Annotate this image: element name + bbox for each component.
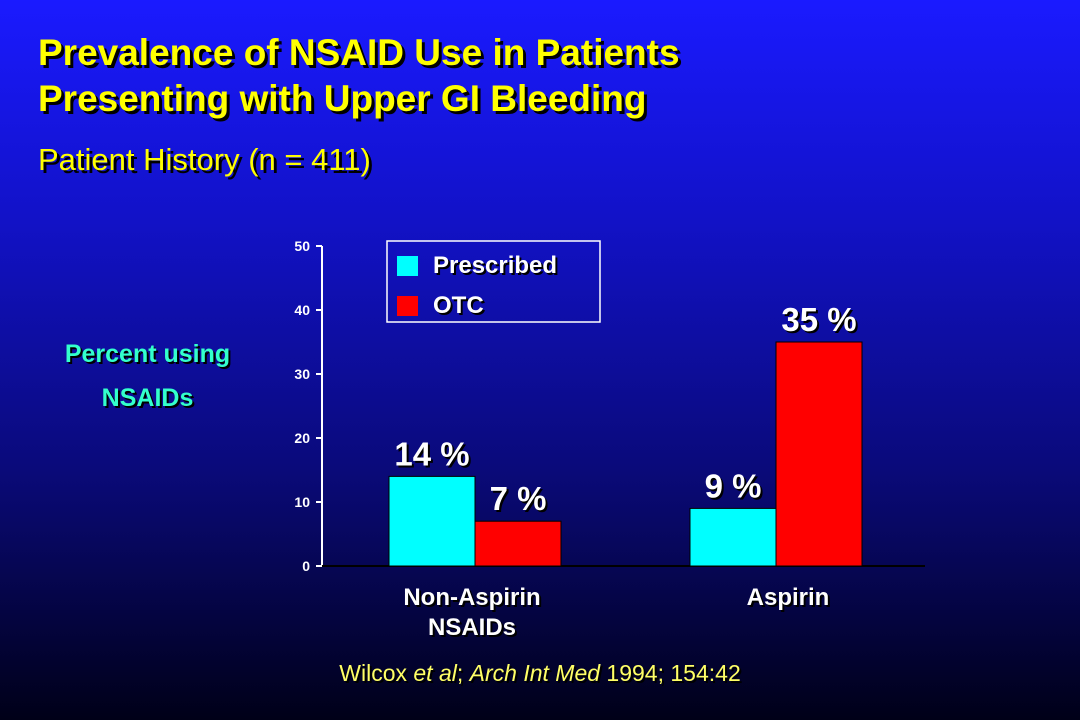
y-axis-label-line-1: Percent using — [64, 340, 231, 368]
y-tick-label: 30 — [294, 366, 310, 382]
data-label-shadow: 7 % — [492, 482, 549, 519]
data-label-shadow: 9 % — [707, 469, 764, 506]
chart-data-labels: 14 %14 %9 %9 %7 %7 %35 %35 % — [394, 301, 858, 519]
data-label: 7 % — [490, 480, 547, 517]
slide-title: Prevalence of NSAID Use in Patients Pres… — [38, 30, 680, 122]
legend-swatch — [397, 296, 418, 316]
citation: Wilcox et al; Arch Int Med 1994; 154:42 — [0, 660, 1080, 687]
bar — [775, 341, 863, 567]
legend-swatch — [397, 256, 418, 276]
citation-sep: ; — [456, 660, 470, 686]
category-label-aspirin: Aspirin — [668, 583, 908, 613]
y-tick-label: 50 — [294, 238, 310, 254]
chart-bars — [388, 341, 863, 567]
data-label-shadow: 35 % — [783, 303, 858, 340]
legend-label: OTC — [433, 292, 484, 319]
data-label: 35 % — [781, 301, 856, 338]
category-label-non-aspirin: Non-Aspirin NSAIDs — [352, 583, 592, 643]
title-line-1: Prevalence of NSAID Use in Patients — [38, 32, 680, 73]
citation-etal: et al — [413, 660, 457, 686]
category-label-line: Aspirin — [746, 584, 830, 611]
y-tick-label: 10 — [294, 494, 310, 510]
data-label: 9 % — [705, 467, 762, 504]
slide-subtitle: Patient History (n = 411) — [38, 142, 371, 177]
legend-box — [386, 240, 601, 323]
y-tick-label: 20 — [294, 430, 310, 446]
y-axis-label: Percent using NSAIDs — [20, 332, 275, 420]
legend-label-shadow: Prescribed — [435, 254, 559, 281]
bar — [474, 520, 562, 567]
bar — [388, 475, 476, 567]
legend-label-shadow: OTC — [435, 294, 486, 321]
citation-journal: Arch Int Med — [469, 660, 601, 686]
category-label-line: Non-Aspirin — [403, 584, 541, 611]
legend-label: Prescribed — [433, 252, 557, 279]
citation-ref: 1994; 154:42 — [600, 660, 741, 686]
category-label-line: NSAIDs — [427, 614, 517, 641]
data-label-shadow: 14 % — [396, 437, 471, 474]
data-label: 14 % — [394, 435, 469, 472]
y-tick-label: 40 — [294, 302, 310, 318]
bar — [689, 507, 777, 567]
y-tick-label: 0 — [302, 558, 310, 574]
citation-author: Wilcox — [339, 660, 414, 686]
y-axis-label-line-2: NSAIDs — [101, 384, 194, 412]
title-line-2: Presenting with Upper GI Bleeding — [38, 78, 647, 119]
